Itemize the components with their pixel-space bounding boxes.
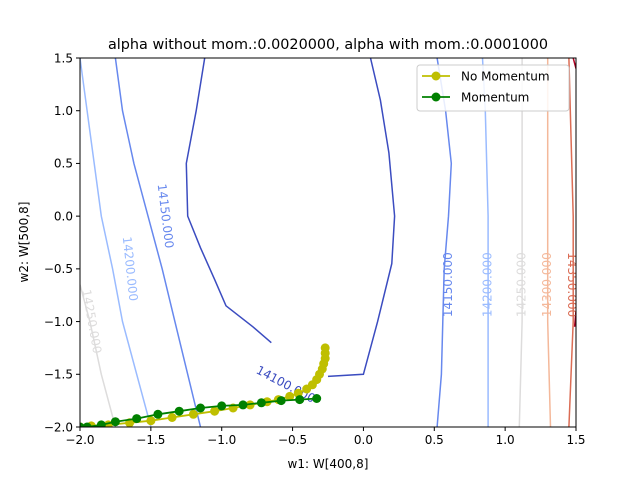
y-axis: −2.0 −1.5 −1.0 −0.5 0.0 0.5 1.0 1.5 <box>44 51 80 434</box>
no-momentum-point-16 <box>188 409 198 419</box>
momentum-point-2 <box>276 396 286 406</box>
x-tick-label-0: −2.0 <box>65 433 94 447</box>
momentum-point-8 <box>153 409 163 419</box>
contour-line-3-0 <box>80 284 117 427</box>
x-tick-label-2: −1.0 <box>207 433 236 447</box>
x-tick-label-3: −0.5 <box>278 433 307 447</box>
contour-label-6: 14250.000 <box>515 252 529 317</box>
x-tick-label-5: 0.5 <box>425 433 444 447</box>
no-momentum-point-15 <box>210 406 220 416</box>
momentum-point-13 <box>80 422 85 427</box>
no-momentum-point-17 <box>167 413 177 422</box>
contour-line-1-1 <box>436 58 453 427</box>
x-tick-label-7: 1.5 <box>566 433 585 447</box>
contour-label-2: 14150.000 <box>441 252 455 317</box>
momentum-point-4 <box>238 400 248 410</box>
trajectories <box>80 343 330 427</box>
y-tick-label-7: 1.5 <box>54 51 73 65</box>
y-tick-label-5: 0.5 <box>54 157 73 171</box>
contour-line-0-0 <box>185 58 272 344</box>
contour-label-8: 14350.000 <box>565 252 579 317</box>
x-axis-label: w1: W[400,8] <box>288 457 369 471</box>
legend-no-momentum-label: No Momentum <box>461 70 550 84</box>
legend-box <box>416 64 570 112</box>
momentum-point-0 <box>312 394 322 403</box>
contour-line-0-1 <box>327 58 396 378</box>
chart-title: alpha without mom.:0.0020000, alpha with… <box>108 37 548 53</box>
contour-line-2-0 <box>80 58 152 427</box>
contour-label-4: 14200.000 <box>481 252 495 317</box>
contour-label-3: 14200.000 <box>120 236 141 302</box>
y-tick-label-0: −2.0 <box>44 420 73 434</box>
momentum-point-3 <box>256 398 266 408</box>
momentum-point-5 <box>217 401 227 411</box>
no-momentum-point-18 <box>146 416 156 426</box>
momentum-point-9 <box>132 414 142 424</box>
contour-label-7: 14300.000 <box>540 252 554 317</box>
legend: No Momentum Momentum <box>416 64 570 112</box>
x-tick-label-1: −1.5 <box>136 433 165 447</box>
momentum-point-12 <box>82 422 92 427</box>
contour-line-5-0 <box>568 58 574 427</box>
legend-momentum-marker <box>431 92 441 102</box>
x-tick-label-4: 0.0 <box>354 433 373 447</box>
y-tick-label-1: −1.5 <box>44 368 73 382</box>
momentum-point-11 <box>96 420 106 427</box>
momentum-point-6 <box>196 403 205 413</box>
momentum-point-10 <box>110 417 120 427</box>
y-axis-label: w2: W[500,8] <box>17 202 31 283</box>
y-tick-label-3: −0.5 <box>44 262 73 276</box>
no-momentum-point-8 <box>302 384 312 394</box>
momentum-point-7 <box>174 406 184 416</box>
x-axis: −2.0 −1.5 −1.0 −0.5 0.0 0.5 1.0 1.5 <box>65 427 586 447</box>
x-tick-label-6: 1.0 <box>496 433 515 447</box>
legend-no-momentum-marker <box>431 71 441 81</box>
contour-lines <box>80 58 576 427</box>
legend-momentum-label: Momentum <box>461 91 529 105</box>
plot-frame <box>79 57 577 428</box>
contour-line-1-0 <box>114 58 202 427</box>
momentum-point-1 <box>295 395 305 405</box>
no-momentum-point-10 <box>285 391 295 401</box>
y-tick-label-6: 1.0 <box>54 104 73 118</box>
y-tick-label-2: −1.0 <box>44 315 73 329</box>
y-tick-label-4: 0.0 <box>54 209 73 223</box>
